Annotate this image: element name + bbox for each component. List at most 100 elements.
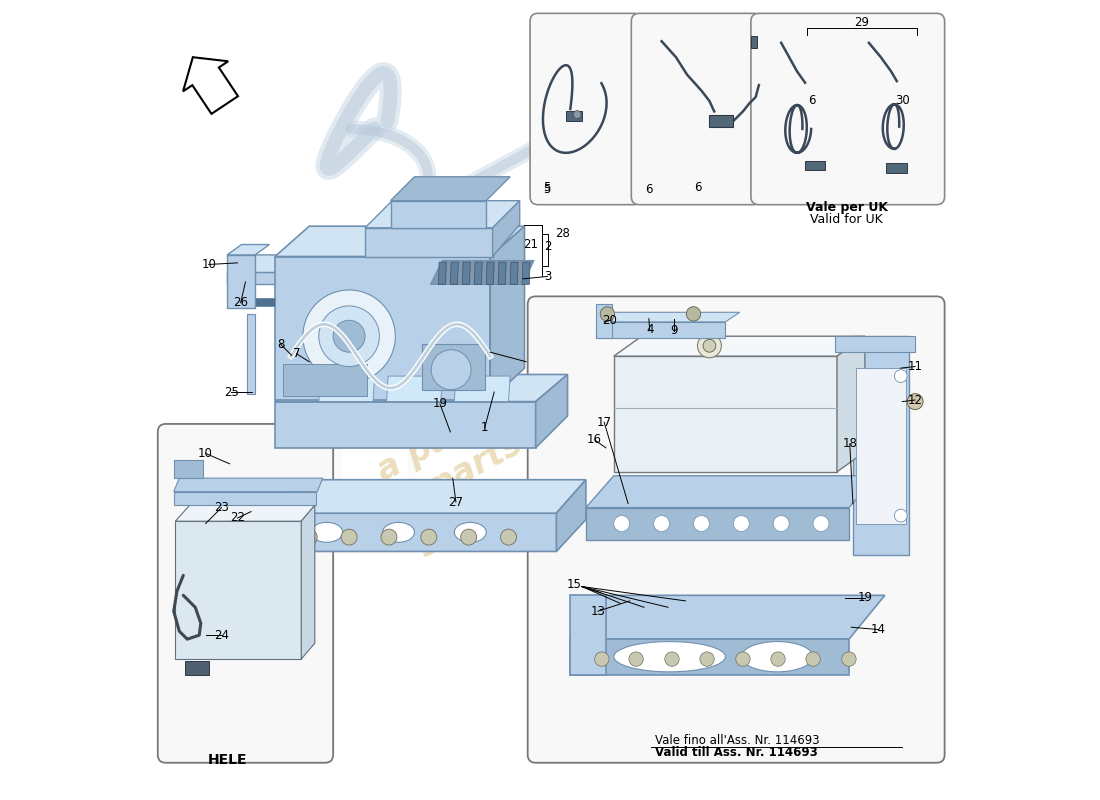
- Text: 3: 3: [543, 270, 551, 283]
- Text: 16: 16: [587, 434, 602, 446]
- Polygon shape: [273, 480, 586, 514]
- Ellipse shape: [311, 522, 343, 542]
- Ellipse shape: [741, 642, 813, 672]
- Circle shape: [736, 652, 750, 666]
- Text: 11: 11: [908, 360, 923, 373]
- Circle shape: [686, 306, 701, 321]
- Text: 7: 7: [293, 347, 300, 360]
- Text: 5: 5: [543, 183, 550, 196]
- Circle shape: [333, 320, 365, 352]
- Circle shape: [700, 652, 714, 666]
- Text: 26: 26: [233, 296, 249, 310]
- Polygon shape: [430, 261, 535, 285]
- Polygon shape: [273, 514, 586, 551]
- Circle shape: [461, 529, 476, 545]
- Polygon shape: [710, 114, 734, 126]
- Polygon shape: [275, 257, 491, 400]
- Text: 24: 24: [214, 629, 229, 642]
- Polygon shape: [301, 506, 315, 659]
- Polygon shape: [614, 356, 837, 472]
- Text: Valid till Ass. Nr. 114693: Valid till Ass. Nr. 114693: [656, 746, 818, 759]
- Polygon shape: [498, 262, 506, 285]
- Polygon shape: [570, 595, 884, 639]
- Polygon shape: [283, 364, 366, 396]
- Text: 18: 18: [843, 438, 857, 450]
- Polygon shape: [386, 376, 442, 402]
- Polygon shape: [474, 262, 482, 285]
- Polygon shape: [174, 492, 317, 506]
- Polygon shape: [565, 111, 582, 121]
- Circle shape: [421, 529, 437, 545]
- Polygon shape: [174, 460, 204, 478]
- Polygon shape: [227, 255, 462, 273]
- Text: 15: 15: [566, 578, 582, 591]
- Text: 23: 23: [214, 501, 229, 514]
- FancyBboxPatch shape: [528, 296, 945, 762]
- Polygon shape: [227, 245, 270, 255]
- Polygon shape: [557, 480, 586, 551]
- Ellipse shape: [454, 522, 486, 542]
- Text: 6: 6: [645, 183, 652, 196]
- Polygon shape: [493, 201, 519, 257]
- Polygon shape: [450, 262, 459, 285]
- Polygon shape: [462, 262, 471, 285]
- Circle shape: [431, 350, 471, 390]
- Polygon shape: [510, 262, 518, 285]
- Text: 🐴: 🐴: [324, 334, 425, 498]
- Circle shape: [500, 529, 517, 545]
- Text: 29: 29: [855, 17, 869, 30]
- Polygon shape: [255, 298, 275, 306]
- Text: Vale fino all'Ass. Nr. 114693: Vale fino all'Ass. Nr. 114693: [656, 734, 820, 747]
- Polygon shape: [586, 508, 849, 539]
- Polygon shape: [522, 262, 530, 285]
- Text: 6: 6: [694, 182, 701, 194]
- Circle shape: [894, 510, 908, 522]
- Text: 8: 8: [277, 338, 284, 350]
- Polygon shape: [275, 374, 568, 402]
- Polygon shape: [390, 177, 510, 201]
- Text: 5: 5: [543, 182, 550, 194]
- Polygon shape: [852, 336, 909, 555]
- Polygon shape: [275, 402, 536, 448]
- Ellipse shape: [614, 642, 725, 672]
- Polygon shape: [174, 478, 322, 492]
- Polygon shape: [856, 368, 905, 523]
- Polygon shape: [805, 161, 825, 170]
- Text: HELE: HELE: [208, 754, 246, 767]
- Polygon shape: [751, 37, 757, 48]
- Circle shape: [595, 652, 609, 666]
- Circle shape: [703, 339, 716, 352]
- Polygon shape: [439, 262, 447, 285]
- Text: 12: 12: [908, 394, 923, 406]
- Text: 6: 6: [807, 94, 815, 106]
- Circle shape: [773, 515, 789, 531]
- Text: 9: 9: [670, 324, 678, 337]
- Text: 14: 14: [871, 623, 886, 636]
- Polygon shape: [837, 336, 865, 472]
- Circle shape: [301, 529, 317, 545]
- FancyBboxPatch shape: [631, 14, 761, 205]
- Circle shape: [653, 515, 670, 531]
- Circle shape: [771, 652, 785, 666]
- Text: Vale per UK: Vale per UK: [805, 201, 888, 214]
- Circle shape: [693, 515, 710, 531]
- Polygon shape: [570, 639, 849, 675]
- FancyBboxPatch shape: [157, 424, 333, 762]
- Circle shape: [319, 306, 380, 366]
- Polygon shape: [454, 376, 510, 402]
- Circle shape: [302, 290, 395, 382]
- Text: 19: 19: [432, 398, 448, 410]
- Circle shape: [813, 515, 829, 531]
- Circle shape: [734, 515, 749, 531]
- Text: a part
for parts: a part for parts: [349, 394, 528, 534]
- Polygon shape: [248, 314, 255, 394]
- Circle shape: [614, 515, 629, 531]
- Polygon shape: [536, 374, 568, 448]
- Circle shape: [381, 529, 397, 545]
- FancyBboxPatch shape: [751, 14, 945, 205]
- Polygon shape: [365, 201, 519, 228]
- Text: 19: 19: [857, 591, 872, 604]
- Polygon shape: [390, 201, 486, 228]
- Polygon shape: [596, 322, 725, 338]
- Polygon shape: [227, 255, 255, 308]
